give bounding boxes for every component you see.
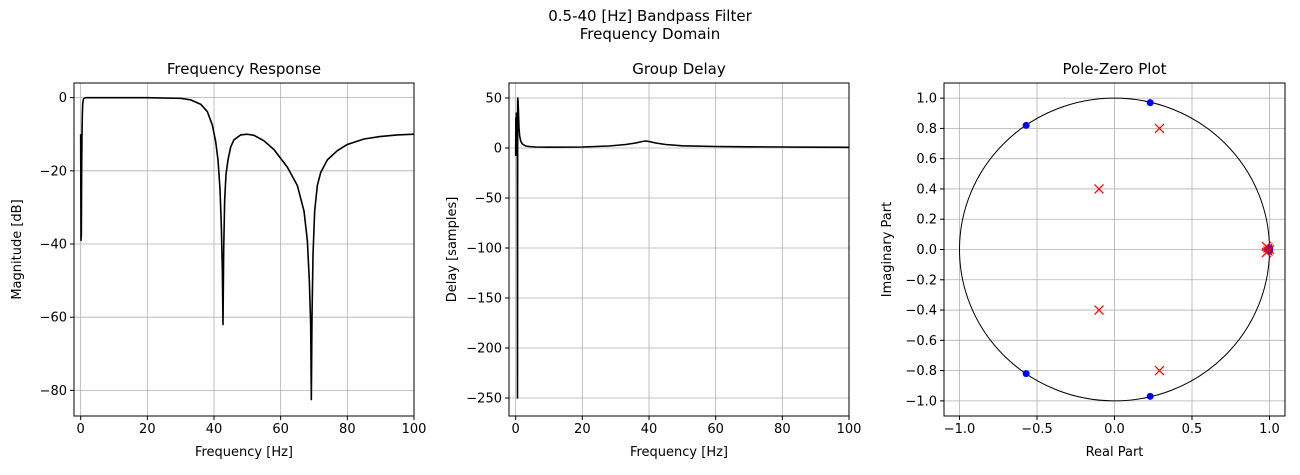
x-tick-label: 0 — [512, 422, 520, 437]
y-tick-label: −20 — [40, 164, 67, 179]
x-tick-label: 1.0 — [1259, 422, 1280, 437]
zero-marker — [1146, 99, 1154, 107]
subplot-2: 0 20 40 60 80 100 50 0 −50 −100 −150 −200 −250 Group … — [445, 60, 861, 460]
subplot-title: Group Delay — [632, 60, 726, 78]
x-tick-label: 20 — [574, 422, 591, 437]
x-tick-label: 40 — [641, 422, 658, 437]
zero-marker — [1146, 392, 1154, 400]
y-tick-label: 1.0 — [916, 92, 937, 107]
x-axis-label: Real Part — [1086, 445, 1144, 460]
axes-frame — [73, 82, 415, 417]
x-axis-label: Frequency [Hz] — [630, 445, 728, 460]
y-tick-label: −0.2 — [905, 273, 937, 288]
pole-marker — [1094, 184, 1104, 194]
y-tick-label: 0.8 — [916, 122, 937, 137]
x-tick-label: 20 — [139, 422, 156, 437]
x-tick-label: 40 — [206, 422, 223, 437]
subplot-title: Pole-Zero Plot — [1062, 60, 1166, 78]
x-tick-label: −1.0 — [944, 422, 976, 437]
y-tick-label: 0.4 — [916, 182, 937, 197]
x-tick-label: −0.5 — [1021, 422, 1053, 437]
zero-marker — [1264, 246, 1272, 253]
x-tick-label: 0.0 — [1104, 422, 1125, 437]
y-tick-label: −0.8 — [905, 364, 937, 379]
y-axis-label: Delay [samples] — [445, 197, 460, 303]
y-axis-label: Magnitude [dB] — [10, 199, 25, 299]
y-tick-label: −150 — [466, 292, 502, 307]
pole-marker — [1264, 244, 1275, 255]
axes-frame — [508, 82, 850, 417]
subplot-1: 0 20 40 60 80 100 0 −20 −40 −60 −80 Frequency Respo… — [10, 60, 426, 460]
plot-area — [79, 96, 414, 401]
x-tick-label: 0.5 — [1182, 422, 1203, 437]
x-tick-label: 100 — [837, 422, 862, 437]
subplot-title: Frequency Response — [167, 60, 321, 78]
y-tick-label: 0.2 — [916, 213, 937, 228]
y-tick-label: −200 — [466, 342, 502, 357]
y-tick-label: −80 — [40, 384, 67, 399]
x-tick-label: 80 — [774, 422, 791, 437]
y-axis-label: Imaginary Part — [880, 202, 895, 297]
x-axis-label: Frequency [Hz] — [195, 445, 293, 460]
y-tick-label: −0.4 — [905, 304, 937, 319]
series-line — [514, 97, 849, 399]
x-tick-label: 80 — [339, 422, 356, 437]
suptitle-line-1: 0.5-40 [Hz] Bandpass Filter — [548, 7, 752, 25]
plot-area — [514, 97, 849, 399]
subplot-3: −1.0 −0.5 0.0 0.5 1.0 1.0 0.8 0.6 0.4 0.2 0.0 −0.2 −… — [880, 60, 1286, 460]
y-tick-label: 50 — [485, 92, 502, 107]
x-tick-label: 60 — [272, 422, 289, 437]
x-tick-label: 100 — [402, 422, 427, 437]
pole-marker — [1154, 123, 1165, 134]
y-tick-label: −0.6 — [905, 334, 937, 349]
y-tick-label: 0 — [59, 91, 67, 106]
pole-marker — [1094, 305, 1104, 315]
x-tick-label: 0 — [77, 422, 85, 437]
x-tick-label: 60 — [707, 422, 724, 437]
y-tick-label: −50 — [475, 192, 502, 207]
plot-area — [959, 97, 1275, 402]
series-line — [79, 96, 414, 401]
y-tick-label: −100 — [466, 242, 502, 257]
y-tick-label: −40 — [40, 238, 67, 253]
y-tick-label: 0.6 — [916, 152, 937, 167]
suptitle-line-2: Frequency Domain — [580, 25, 720, 43]
y-tick-label: −60 — [40, 311, 67, 326]
y-tick-label: 0.0 — [916, 243, 937, 258]
y-tick-label: 0 — [494, 142, 502, 157]
y-tick-label: −1.0 — [905, 394, 937, 409]
zero-marker — [1022, 370, 1030, 378]
y-tick-label: −250 — [466, 392, 502, 407]
pole-marker — [1154, 365, 1165, 376]
zero-marker — [1022, 121, 1030, 129]
